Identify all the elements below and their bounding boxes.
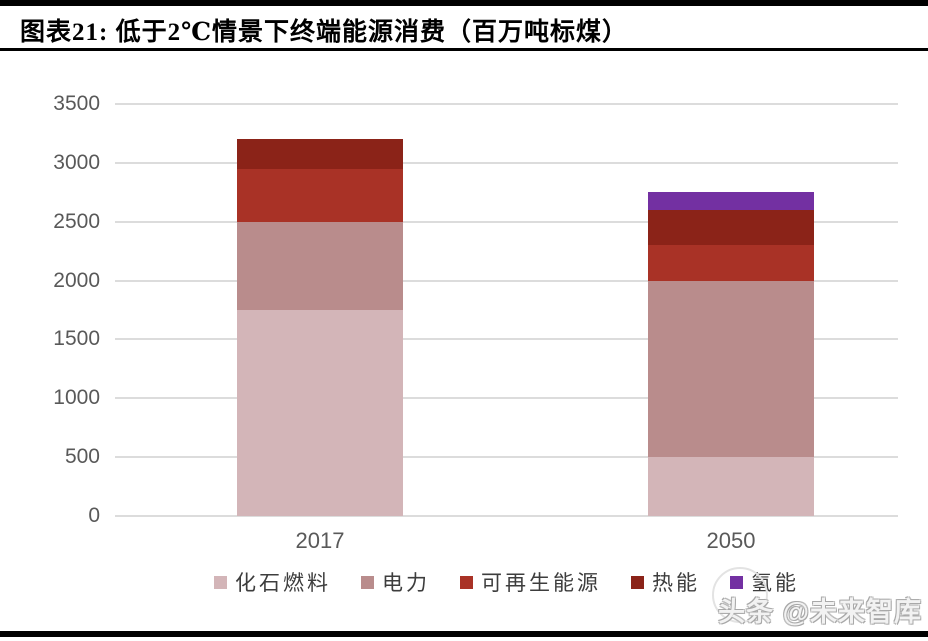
y-axis-tick-label: 500	[64, 445, 100, 469]
bar-segment-2050-化石燃料	[648, 457, 814, 516]
chart-legend: 化石燃料 电力 可再生能源 热能 氢能	[115, 566, 898, 598]
x-axis-label-2017: 2017	[295, 528, 345, 553]
gridline-y-500	[115, 456, 898, 459]
bar-segment-2017-化石燃料	[237, 310, 403, 516]
legend-swatch-icon	[631, 575, 644, 589]
legend-item-label: 可再生能源	[481, 571, 601, 595]
watermark-text: 头条 @未来智库	[718, 597, 922, 627]
y-axis-tick-label: 3500	[53, 92, 100, 115]
gridline-y-2000	[115, 279, 898, 282]
top-border-bar	[0, 0, 928, 6]
legend-item-电力: 电力	[361, 567, 430, 597]
title-divider-line	[0, 48, 928, 51]
gridline-y-2500	[115, 220, 898, 223]
legend-item-热能: 热能	[631, 567, 700, 597]
legend-item-可再生能源: 可再生能源	[460, 567, 601, 597]
legend-item-label: 电力	[382, 571, 430, 595]
gridline-y-1500	[115, 338, 898, 341]
x-axis-label-2050: 2050	[706, 528, 756, 553]
legend-item-化石燃料: 化石燃料	[214, 567, 331, 597]
bar-segment-2017-热能	[237, 139, 403, 169]
y-axis-tick-label: 3000	[53, 150, 100, 174]
bar-segment-2017-可再生能源	[237, 168, 403, 222]
bar-segment-2050-氢能	[648, 192, 814, 210]
bar-segment-2050-可再生能源	[648, 245, 814, 281]
bar-segment-2050-热能	[648, 209, 814, 246]
bar-segment-2050-电力	[648, 280, 814, 458]
y-axis-tick-label: 2500	[53, 209, 100, 233]
watermark-logo-circle	[712, 567, 768, 623]
gridline-y-0	[115, 515, 898, 517]
legend-swatch-icon	[460, 575, 473, 589]
bottom-border-bar	[0, 631, 928, 637]
y-axis-tick-label: 2000	[53, 268, 100, 292]
y-axis-tick-label: 1500	[53, 327, 100, 351]
gridline-y-1000	[115, 397, 898, 400]
y-axis-tick-label: 1000	[53, 386, 100, 410]
legend-swatch-icon	[361, 575, 374, 589]
y-axis-tick-label: 0	[88, 504, 100, 527]
gridline-y-3000	[115, 161, 898, 164]
gridline-y-3500	[115, 103, 898, 105]
figure-title: 图表21: 低于2℃情景下终端能源消费（百万吨标煤）	[20, 19, 629, 46]
legend-item-label: 化石燃料	[235, 571, 331, 595]
legend-item-label: 热能	[652, 571, 700, 595]
bar-segment-2017-电力	[237, 221, 403, 310]
legend-swatch-icon	[214, 575, 227, 589]
